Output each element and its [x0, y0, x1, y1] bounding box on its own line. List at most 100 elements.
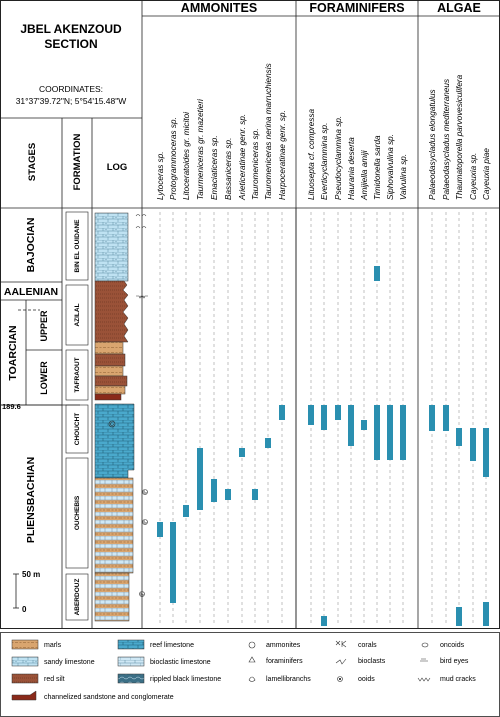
range-bar-siphovalvulina-sp — [387, 405, 393, 460]
taxon-bassaniceras-sp: Bassaniceras sp. — [224, 138, 233, 200]
coral-icon — [335, 640, 347, 648]
scale-tick-0: 0 — [22, 605, 27, 614]
taxon-tauromeniceras-nerina-marruchiensis: Tauromeniceras nerina marruchiensis — [264, 63, 273, 200]
range-bar-bassaniceras-sp — [225, 489, 231, 500]
range-bar-protogrammoceras-sp — [170, 522, 176, 603]
foraminifers-group-header: FORAMINIFERS — [309, 1, 404, 15]
legend-oncoids: oncoids — [440, 642, 465, 649]
taxon-litoceratoides-gr-micitoi: Litoceratoides gr. micitoi — [182, 112, 191, 200]
log-aberdouz-limestone — [94, 572, 130, 622]
mud-cracks-icon — [417, 677, 431, 682]
taxon-arieticeratinae-genr-sp: Arieticeratinae genr. sp. — [238, 114, 247, 201]
range-bar-thaumatoporella-parvovesiculifera — [456, 428, 462, 446]
range-bar-tauromeniceras-nerina-marruchiensis — [265, 438, 271, 448]
range-bar-cayeuxia-piae — [483, 602, 489, 626]
stages-column-header: STAGES — [27, 143, 38, 181]
range-bars — [157, 266, 489, 626]
legend-marls: marls — [44, 642, 62, 649]
taxon-timidonella-sarda: Timidonella sarda — [373, 135, 382, 200]
scale-tick-50: 50 m — [22, 570, 40, 579]
algae-group-header: ALGAE — [437, 1, 481, 15]
range-bar-taurmeniceras-gr-mazetieri — [197, 448, 203, 510]
taxon-everticyclammina-sp: Everticyclammina sp. — [320, 123, 329, 200]
taxon-pseudocyclammina-sp: Pseudocyclammina sp. — [334, 116, 343, 200]
range-bar-lituosepta-cf-compressa — [308, 405, 314, 425]
range-bar-arieticeratinae-genr-sp — [239, 448, 245, 457]
ooid-icon — [337, 676, 343, 682]
bioclast-icon — [335, 658, 347, 665]
range-bar-lytoceras-sp — [157, 522, 163, 537]
log-red-silt — [94, 280, 129, 343]
oncoid-icon — [421, 642, 429, 648]
legend-foraminifers: foraminifers — [266, 658, 303, 665]
coordinates-label: COORDINATES: — [39, 84, 103, 94]
substage-lower: LOWER — [39, 361, 49, 395]
legend-rippled-black-limestone: rippled black limestone — [150, 676, 221, 683]
taxon-valvulina-sp: Valvulina sp. — [399, 154, 408, 200]
legend-lamellibranchs: lamellibranchs — [266, 676, 311, 683]
legend-ooids: ooids — [358, 676, 375, 683]
range-bar-tauromeniceras-sp — [252, 489, 258, 500]
lamellibranch-icon — [248, 676, 256, 682]
log-marls-upper — [94, 341, 124, 355]
log-reef-limestone — [94, 403, 135, 479]
algae-taxa: Palaeodasycladus elongatulus Palaeodasycl… — [428, 74, 491, 200]
section-title-line1: JBEL AKENZOUD — [20, 22, 122, 36]
taxon-lytoceras-sp: Lytoceras sp. — [156, 151, 165, 200]
legend-mud-cracks: mud cracks — [440, 676, 476, 683]
taxon-cayeuxia-sp: Cayeuxia sp. — [469, 153, 478, 200]
legend-bird-eyes: bird eyes — [440, 658, 469, 665]
formation-bin-el-ouidane: BIN EL OUIDANE — [74, 219, 81, 273]
range-bar-haurania-deserta — [348, 405, 354, 446]
range-bar-pseudocyclammina-sp — [335, 405, 341, 420]
boundary-marker-label: 189.6 — [2, 402, 21, 411]
foraminifer-taxa: Lituosepta cf. compressa Everticyclammina… — [307, 109, 408, 201]
substage-upper: UPPER — [39, 310, 49, 342]
legend-reef-limestone: reef limestone — [150, 642, 194, 649]
stages-column: BAJOCIAN AALENIAN TOARCIAN UPPER LOWER P… — [0, 218, 80, 543]
section-title-line2: SECTION — [44, 37, 97, 51]
range-bar-everticyclammina-sp — [321, 405, 327, 430]
formation-ouchebis: OUCHEBIS — [74, 495, 81, 530]
log-mixed-marl-limestone — [94, 477, 134, 574]
stage-bajocian: BAJOCIAN — [25, 218, 37, 273]
formation-choucht: CHOUCHT — [74, 413, 81, 446]
formation-column-header: FORMATION — [72, 133, 83, 190]
range-bar-palaeodasycladus-elongatulus — [429, 405, 435, 431]
stage-pliensbachian: PLIENSBACHIAN — [25, 457, 37, 543]
legend-swatch-reef-limestone — [117, 639, 145, 650]
legend-swatch-channelized — [11, 690, 37, 701]
foraminifer-icon — [248, 656, 256, 663]
legend-ammonites: ammonites — [266, 642, 301, 649]
taxon-harpoceratinae-genr-sp: Harpoceratinae genr. sp. — [278, 110, 287, 200]
range-bar-everticyclammina-sp — [321, 616, 327, 626]
range-bar-palaeodasycladus-mediterraneus — [443, 405, 449, 431]
range-bar-amijiella-amiji — [361, 420, 367, 430]
legend-red-silt: red silt — [44, 676, 65, 683]
coordinates-value: 31°37'39.72"N; 5°54'15.48"W — [16, 96, 127, 106]
formation-aberdouz: ABERDOUZ — [74, 579, 81, 616]
log-sandy-limestone — [94, 212, 129, 282]
range-bar-timidonella-sarda — [374, 405, 380, 460]
formation-tafraout: TAFRAOUT — [74, 357, 81, 392]
taxon-tauromeniceras-sp: Tauromeniceras sp. — [251, 128, 260, 200]
taxon-siphovalvulina-sp: Siphovalvulina sp. — [386, 134, 395, 200]
range-bar-harpoceratinae-genr-sp — [279, 405, 285, 420]
taxon-palaeodasycladus-elongatulus: Palaeodasycladus elongatulus — [428, 89, 437, 200]
taxon-amijiella-amiji: Amijiella amiji — [360, 150, 369, 201]
bird-eyes-icon — [420, 658, 428, 662]
range-bar-cayeuxia-sp — [470, 428, 476, 461]
section-title: JBEL AKENZOUD SECTION — [20, 22, 122, 51]
lithology-log — [94, 212, 148, 622]
ammonite-taxa: Lytoceras sp. Protogrammoceras sp. Litocer… — [156, 63, 287, 201]
taxon-taurmeniceras-gr-mazetieri: Taurmeniceras gr. mazetieri — [196, 99, 205, 200]
legend: marls sandy limestone red silt channeliz… — [0, 632, 500, 717]
ammonite-icon — [248, 641, 256, 649]
taxon-cayeuxia-piae: Cayeuxia piae — [482, 148, 491, 200]
formation-azilal: AZILAL — [74, 303, 81, 326]
range-bar-valvulina-sp — [400, 405, 406, 460]
taxon-thaumatoporella-parvovesiculifera: Thaumatoporella parvovesiculifera — [455, 74, 464, 200]
legend-swatch-marls — [11, 639, 39, 650]
legend-corals: corals — [358, 642, 377, 649]
taxon-protogrammoceras-sp: Protogrammoceras sp. — [169, 117, 178, 200]
